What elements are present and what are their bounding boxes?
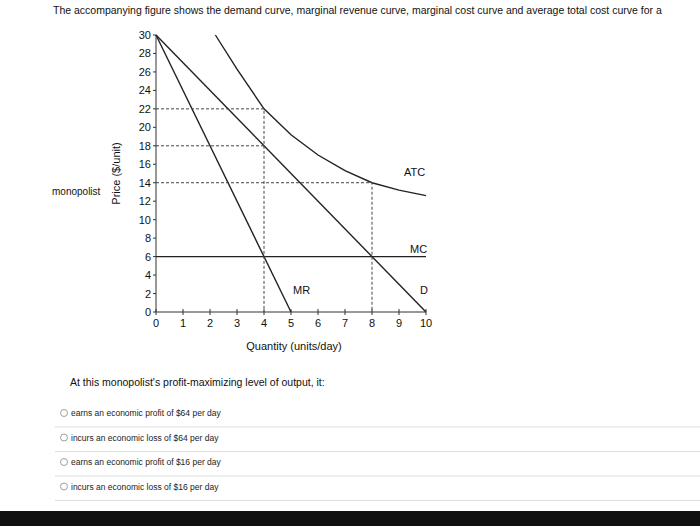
separator xyxy=(55,451,700,452)
dashed-line xyxy=(156,109,264,312)
bottom-bar xyxy=(0,511,700,526)
curve xyxy=(156,256,426,257)
y-tick-label: 12 xyxy=(139,195,151,207)
y-tick xyxy=(153,238,156,239)
radio[interactable] xyxy=(61,410,68,417)
dashed-line xyxy=(156,145,264,146)
series-label: ATC xyxy=(404,166,425,178)
radio[interactable] xyxy=(61,434,68,441)
x-tick xyxy=(237,309,238,315)
x-tick-label: 5 xyxy=(288,317,294,329)
y-tick xyxy=(153,256,156,257)
x-tick xyxy=(183,309,184,315)
y-tick-label: 24 xyxy=(139,84,151,96)
dashed-line xyxy=(156,183,372,312)
y-tick xyxy=(153,182,156,183)
x-tick-label: 2 xyxy=(207,317,213,329)
y-tick xyxy=(153,201,156,202)
x-tick-label: 0 xyxy=(153,317,159,329)
separator xyxy=(55,500,700,501)
y-tick xyxy=(153,108,156,109)
x-tick-label: 4 xyxy=(261,317,267,329)
x-axis-label: Quantity (units/day) xyxy=(246,340,341,352)
x-tick-label: 3 xyxy=(234,317,240,329)
plot-area xyxy=(156,35,426,312)
x-tick xyxy=(156,309,157,315)
separator xyxy=(55,476,700,477)
x-tick-label: 7 xyxy=(342,317,348,329)
y-tick-label: 28 xyxy=(139,47,151,59)
y-tick xyxy=(153,71,156,72)
x-tick-label: 8 xyxy=(369,317,375,329)
y-tick xyxy=(153,127,156,128)
y-tick-label: 16 xyxy=(139,158,151,170)
y-axis xyxy=(156,35,157,312)
x-tick-label: 9 xyxy=(396,317,402,329)
y-tick xyxy=(153,219,156,220)
y-tick-label: 26 xyxy=(139,66,151,78)
background xyxy=(0,0,700,526)
y-tick-label: 22 xyxy=(139,103,151,115)
title: The accompanying figure shows the demand… xyxy=(53,4,662,16)
series-label: D xyxy=(420,284,428,296)
y-tick-label: 4 xyxy=(145,269,151,281)
curve xyxy=(215,35,426,196)
x-tick xyxy=(345,309,346,315)
y-tick-label: 8 xyxy=(145,232,151,244)
x-tick xyxy=(399,309,400,315)
y-tick-label: 10 xyxy=(139,214,151,226)
x-tick xyxy=(210,309,211,315)
y-tick-label: 30 xyxy=(139,29,151,41)
y-axis-label: Price ($/unit) xyxy=(110,142,122,204)
radio[interactable] xyxy=(61,459,68,466)
y-tick xyxy=(153,145,156,146)
series-label: MR xyxy=(293,284,310,296)
x-tick-label: 6 xyxy=(315,317,321,329)
y-tick-label: 0 xyxy=(145,306,151,318)
question-prompt: At this monopolist's profit-maximizing l… xyxy=(70,376,325,388)
x-tick-label: 1 xyxy=(180,317,186,329)
y-tick-label: 6 xyxy=(145,251,151,263)
curve xyxy=(156,35,291,312)
option[interactable]: earns an economic profit of $16 per day xyxy=(71,457,222,467)
annotation: monopolist xyxy=(52,186,101,197)
option[interactable]: incurs an economic loss of $16 per day xyxy=(71,482,219,492)
separator xyxy=(55,427,700,428)
y-tick xyxy=(153,53,156,54)
x-tick xyxy=(318,309,319,315)
y-tick-label: 20 xyxy=(139,121,151,133)
page: The accompanying figure shows the demand… xyxy=(0,0,700,526)
y-tick xyxy=(153,275,156,276)
curve xyxy=(156,35,426,312)
option[interactable]: earns an economic profit of $64 per day xyxy=(71,408,222,418)
y-tick xyxy=(153,164,156,165)
option[interactable]: incurs an economic loss of $64 per day xyxy=(71,433,219,443)
series-label: MC xyxy=(410,243,427,255)
y-tick-label: 18 xyxy=(139,140,151,152)
y-tick-label: 2 xyxy=(145,288,151,300)
y-tick xyxy=(153,293,156,294)
y-tick-label: 14 xyxy=(139,177,151,189)
y-tick xyxy=(153,90,156,91)
radio[interactable] xyxy=(61,483,68,490)
x-tick-label: 10 xyxy=(420,317,432,329)
